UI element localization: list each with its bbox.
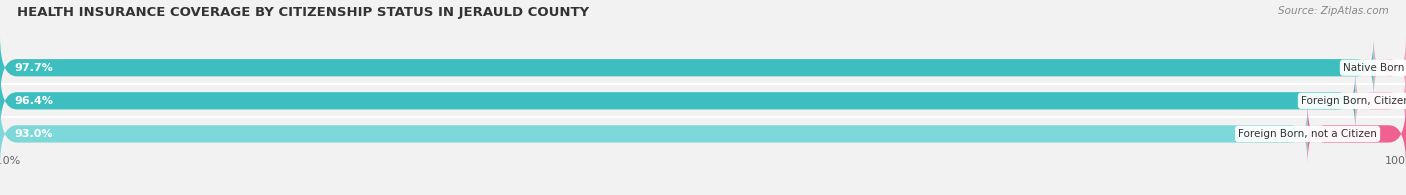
FancyBboxPatch shape <box>0 70 1355 132</box>
Text: Source: ZipAtlas.com: Source: ZipAtlas.com <box>1278 6 1389 16</box>
FancyBboxPatch shape <box>0 103 1308 165</box>
FancyBboxPatch shape <box>0 70 1406 132</box>
FancyBboxPatch shape <box>0 103 1406 165</box>
Text: Foreign Born, not a Citizen: Foreign Born, not a Citizen <box>1239 129 1376 139</box>
Text: 93.0%: 93.0% <box>14 129 52 139</box>
FancyBboxPatch shape <box>1355 70 1406 132</box>
Text: HEALTH INSURANCE COVERAGE BY CITIZENSHIP STATUS IN JERAULD COUNTY: HEALTH INSURANCE COVERAGE BY CITIZENSHIP… <box>17 6 589 19</box>
Text: 96.4%: 96.4% <box>14 96 53 106</box>
FancyBboxPatch shape <box>1308 103 1406 165</box>
Text: 97.7%: 97.7% <box>14 63 53 73</box>
Text: Foreign Born, Citizen: Foreign Born, Citizen <box>1301 96 1406 106</box>
FancyBboxPatch shape <box>0 37 1406 99</box>
FancyBboxPatch shape <box>1374 37 1406 99</box>
Text: Native Born: Native Born <box>1343 63 1405 73</box>
FancyBboxPatch shape <box>0 37 1374 99</box>
